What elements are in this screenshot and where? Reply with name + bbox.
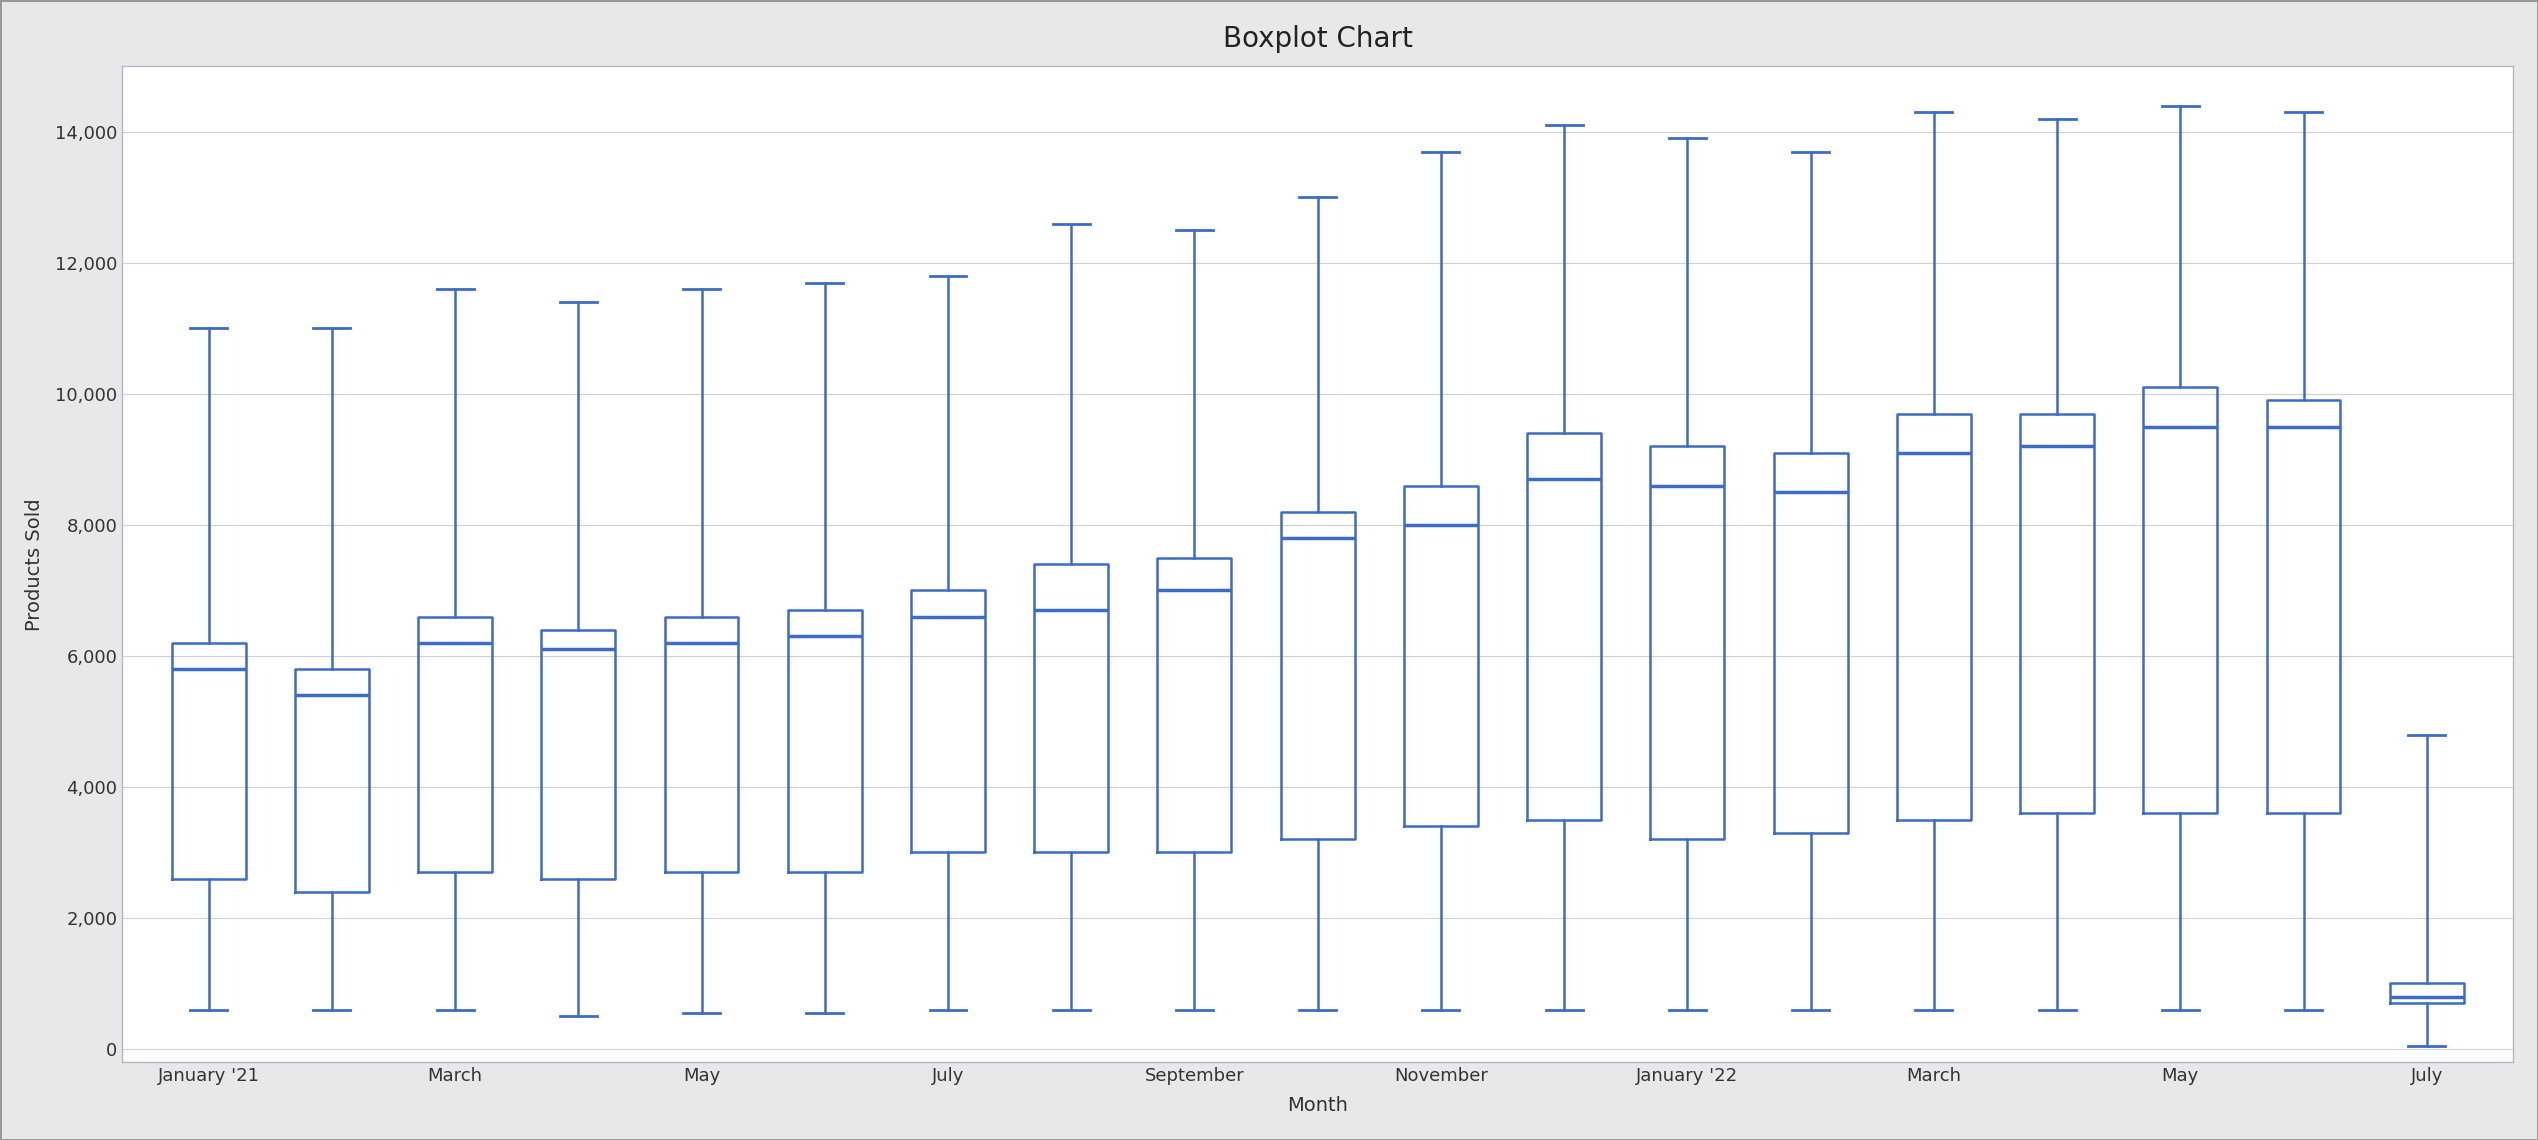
Title: Boxplot Chart: Boxplot Chart <box>1223 25 1414 52</box>
Y-axis label: Products Sold: Products Sold <box>25 498 43 630</box>
X-axis label: Month: Month <box>1287 1096 1348 1115</box>
